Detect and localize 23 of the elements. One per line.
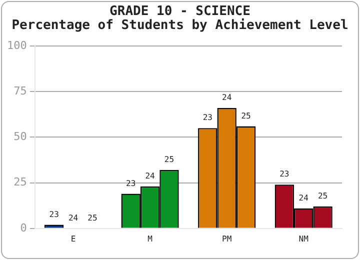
series-label: 24 <box>222 93 232 102</box>
chart-title: GRADE 10 - SCIENCE <box>108 4 250 19</box>
y-tick-label: 0 <box>20 221 27 234</box>
x-tick-label: NM <box>298 234 309 244</box>
x-tick-label: PM <box>222 234 232 244</box>
series-label: 23 <box>49 210 60 219</box>
text: 25 <box>88 213 98 222</box>
text: 23 <box>280 170 290 179</box>
text: 23 <box>126 178 136 188</box>
y-tick-label: 75 <box>14 84 27 98</box>
y-tick-label: 25 <box>14 176 27 189</box>
y-tick-label: 100 <box>6 38 27 52</box>
text: 25 <box>318 192 328 201</box>
text: 24 <box>68 213 78 222</box>
y-tick-label: 50 <box>14 130 27 144</box>
text: 25 <box>241 111 251 120</box>
x-tick-label: M <box>148 234 153 244</box>
series-label: 25 <box>164 155 174 164</box>
x-tick-label: E <box>70 234 76 244</box>
text: 24 <box>145 172 155 181</box>
text: 24 <box>298 193 308 202</box>
text: 23 <box>202 113 212 122</box>
chart-subtitle: Percentage of Students by Achievement Level <box>10 18 350 33</box>
